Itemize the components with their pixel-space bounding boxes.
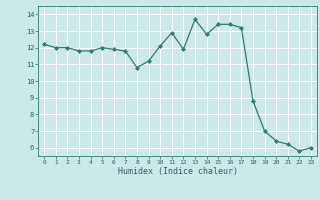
X-axis label: Humidex (Indice chaleur): Humidex (Indice chaleur) [118, 167, 238, 176]
